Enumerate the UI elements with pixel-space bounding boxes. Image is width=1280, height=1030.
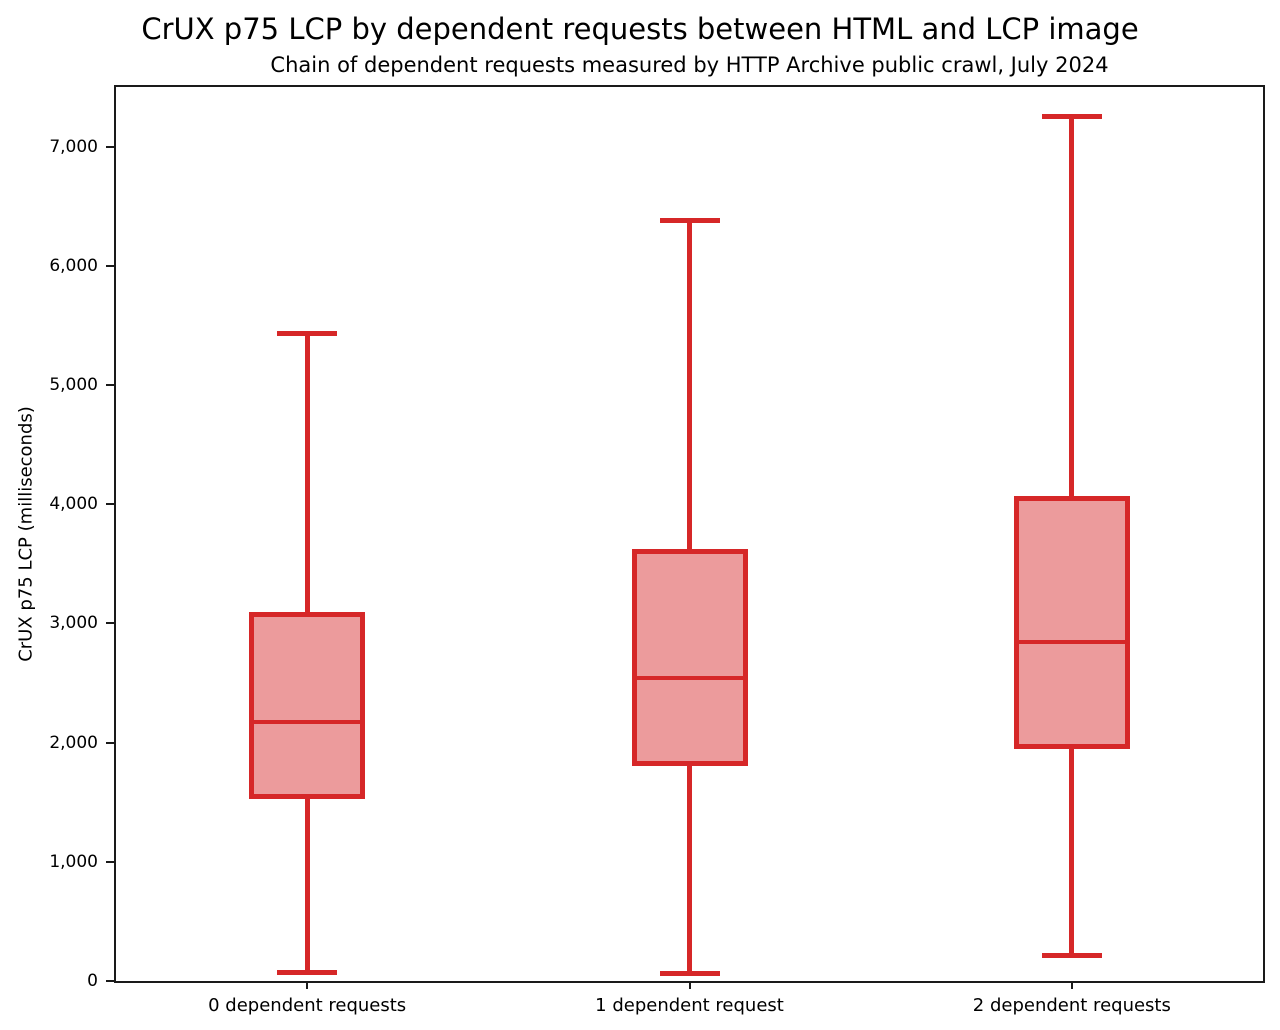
chart-subtitle: Chain of dependent requests measured by … bbox=[270, 53, 1109, 77]
whisker-upper bbox=[687, 220, 692, 550]
y-tick-label: 6,000 bbox=[49, 255, 98, 276]
y-tick-label: 5,000 bbox=[49, 375, 98, 395]
x-tick-mark bbox=[688, 981, 691, 989]
median-line bbox=[249, 720, 366, 725]
y-tick-mark bbox=[106, 980, 114, 982]
whisker-upper bbox=[304, 333, 310, 613]
x-tick-mark bbox=[1070, 981, 1073, 989]
y-tick-mark bbox=[106, 503, 114, 506]
whisker-cap-lower bbox=[659, 970, 720, 976]
y-tick-mark bbox=[106, 622, 114, 625]
box-iqr bbox=[631, 549, 748, 767]
y-tick-label: 7,000 bbox=[49, 136, 98, 157]
y-tick-label: 0 bbox=[87, 971, 98, 991]
whisker-lower bbox=[687, 766, 692, 974]
y-tick-mark bbox=[106, 741, 114, 744]
median-line bbox=[1013, 640, 1130, 645]
x-tick-label: 1 dependent request bbox=[595, 995, 784, 1016]
whisker-lower bbox=[1069, 748, 1075, 956]
chart-title: CrUX p75 LCP by dependent requests betwe… bbox=[141, 12, 1139, 46]
box-iqr bbox=[1013, 495, 1130, 749]
y-tick-label: 4,000 bbox=[49, 494, 98, 515]
median-line bbox=[631, 676, 748, 681]
y-tick-mark bbox=[106, 860, 114, 863]
box-iqr bbox=[249, 612, 366, 800]
whisker-cap-lower bbox=[277, 969, 338, 975]
y-tick-label: 2,000 bbox=[49, 732, 98, 753]
x-tick-label: 2 dependent requests bbox=[972, 995, 1171, 1016]
y-tick-label: 3,000 bbox=[49, 613, 98, 634]
whisker-cap-upper bbox=[659, 218, 720, 223]
whisker-cap-upper bbox=[277, 331, 338, 337]
whisker-cap-upper bbox=[1041, 114, 1102, 120]
plot-area: 0 1,000 2,000 3,000 4,000 5,000 6,000 7,000 0 de… bbox=[49, 85, 1265, 1016]
whisker-upper bbox=[1069, 116, 1075, 496]
y-tick-label: 1,000 bbox=[49, 851, 98, 872]
x-tick-mark bbox=[306, 981, 309, 989]
whisker-lower bbox=[304, 799, 310, 973]
y-tick-mark bbox=[106, 264, 114, 267]
y-tick-mark bbox=[106, 384, 114, 386]
whisker-cap-lower bbox=[1041, 953, 1102, 959]
x-tick-label: 0 dependent requests bbox=[208, 995, 407, 1016]
y-tick-mark bbox=[106, 145, 114, 148]
